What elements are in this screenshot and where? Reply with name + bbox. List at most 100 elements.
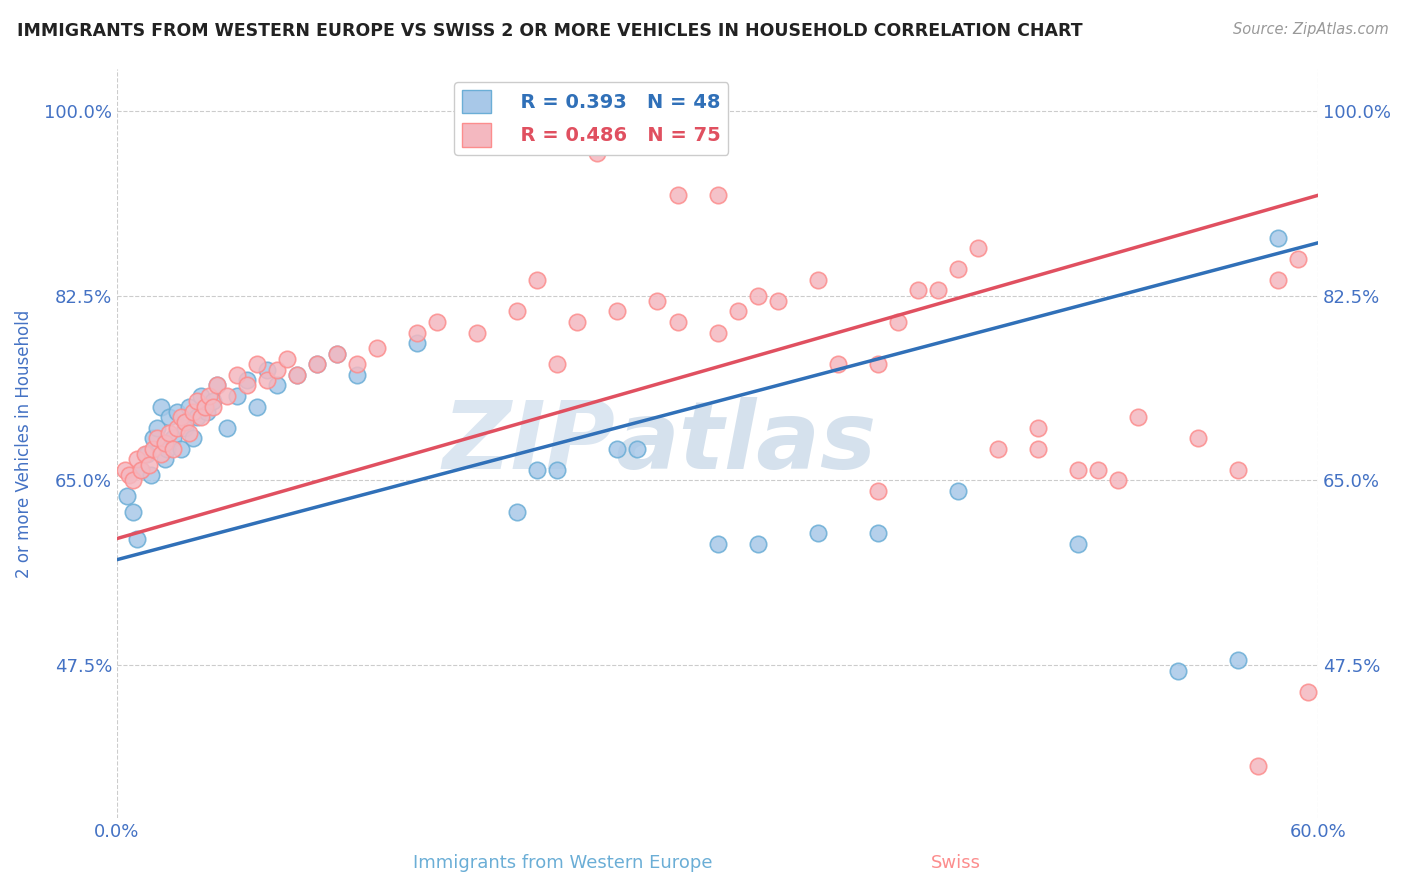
Point <box>246 357 269 371</box>
Point <box>807 526 830 541</box>
Point <box>226 389 249 403</box>
Point <box>134 447 156 461</box>
Point <box>217 389 239 403</box>
Point <box>166 405 188 419</box>
Point <box>202 400 225 414</box>
Point <box>946 483 969 498</box>
Point <box>153 452 176 467</box>
Point <box>1067 463 1090 477</box>
Point <box>1067 537 1090 551</box>
Point <box>162 442 184 456</box>
Point <box>150 400 173 414</box>
Point <box>1126 410 1149 425</box>
Text: ZIP: ZIP <box>443 398 616 490</box>
Point <box>122 505 145 519</box>
Point <box>966 241 988 255</box>
Point <box>465 326 488 340</box>
Point <box>166 420 188 434</box>
Text: Immigrants from Western Europe: Immigrants from Western Europe <box>412 855 713 872</box>
Point <box>866 526 889 541</box>
Point <box>146 420 169 434</box>
Point <box>217 420 239 434</box>
Point <box>567 315 589 329</box>
Point <box>727 304 749 318</box>
Point <box>136 447 159 461</box>
Point <box>1167 664 1189 678</box>
Point <box>747 288 769 302</box>
Point <box>666 188 689 202</box>
Point <box>190 410 212 425</box>
Point <box>195 405 218 419</box>
Point <box>162 431 184 445</box>
Point <box>1267 273 1289 287</box>
Point <box>174 420 197 434</box>
Point <box>246 400 269 414</box>
Point <box>1267 230 1289 244</box>
Point <box>256 362 278 376</box>
Point <box>626 442 648 456</box>
Point <box>1026 442 1049 456</box>
Point <box>156 442 179 456</box>
Point <box>866 357 889 371</box>
Text: Source: ZipAtlas.com: Source: ZipAtlas.com <box>1233 22 1389 37</box>
Point <box>747 537 769 551</box>
Point <box>190 389 212 403</box>
Point <box>205 378 228 392</box>
Y-axis label: 2 or more Vehicles in Household: 2 or more Vehicles in Household <box>15 310 32 578</box>
Point <box>276 351 298 366</box>
Point <box>907 283 929 297</box>
Point <box>157 410 180 425</box>
Text: atlas: atlas <box>616 398 877 490</box>
Point <box>170 410 193 425</box>
Point <box>647 293 669 308</box>
Point <box>125 532 148 546</box>
Point <box>927 283 949 297</box>
Point <box>1286 252 1309 266</box>
Point <box>506 304 529 318</box>
Point <box>586 146 609 161</box>
Point <box>706 537 728 551</box>
Point <box>129 463 152 477</box>
Point <box>426 315 449 329</box>
Point <box>153 436 176 450</box>
Point <box>1247 758 1270 772</box>
Point <box>236 373 259 387</box>
Point <box>307 357 329 371</box>
Point <box>326 347 349 361</box>
Point <box>236 378 259 392</box>
Point <box>1187 431 1209 445</box>
Point <box>706 326 728 340</box>
Point <box>546 463 568 477</box>
Point <box>346 357 368 371</box>
Point <box>115 489 138 503</box>
Point <box>181 405 204 419</box>
Point <box>807 273 830 287</box>
Text: Swiss: Swiss <box>931 855 981 872</box>
Point <box>170 442 193 456</box>
Point <box>181 431 204 445</box>
Point <box>987 442 1010 456</box>
Point <box>114 463 136 477</box>
Point <box>1227 463 1250 477</box>
Point <box>886 315 908 329</box>
Point <box>366 342 388 356</box>
Point <box>186 410 208 425</box>
Point <box>256 373 278 387</box>
Point <box>866 483 889 498</box>
Point <box>142 431 165 445</box>
Point <box>666 315 689 329</box>
Point <box>146 431 169 445</box>
Point <box>226 368 249 382</box>
Point <box>285 368 308 382</box>
Point <box>546 357 568 371</box>
Point <box>285 368 308 382</box>
Point <box>1107 474 1129 488</box>
Point <box>526 273 548 287</box>
Point <box>177 425 200 440</box>
Point <box>150 447 173 461</box>
Point <box>194 400 217 414</box>
Point <box>157 425 180 440</box>
Point <box>139 468 162 483</box>
Point <box>198 389 221 403</box>
Point <box>1296 684 1319 698</box>
